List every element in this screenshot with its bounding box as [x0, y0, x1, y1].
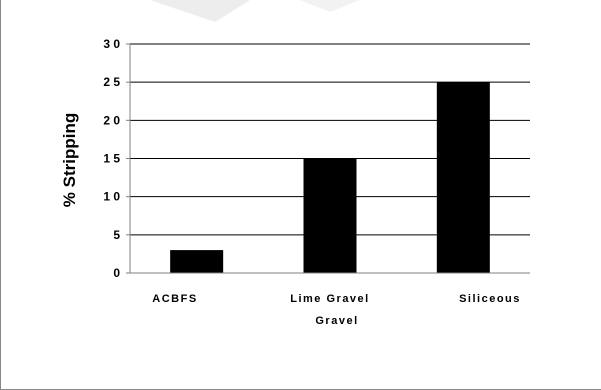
- y-tick-label: 3 0: [103, 37, 120, 51]
- x-tick-label: ACBFS: [152, 293, 197, 305]
- bars: [170, 82, 490, 274]
- y-tick-labels: 0 5 1 0 1 5 2 0 2 5 3 0: [103, 37, 130, 280]
- y-tick-label: 5: [113, 228, 120, 242]
- x-tick-label-extra: Gravel: [315, 315, 358, 327]
- bar-siliceous: [436, 82, 490, 274]
- x-tick-label: Lime Gravel: [290, 293, 369, 305]
- y-axis-label: % Stripping: [60, 113, 79, 207]
- bar-acbfs: [170, 250, 224, 273]
- bar-lime-gravel: [303, 158, 357, 273]
- y-tick-label: 0: [113, 266, 120, 280]
- y-tick-label: 2 0: [103, 113, 120, 127]
- x-tick-label: Siliceous: [459, 293, 521, 305]
- y-tick-label: 1 0: [103, 190, 120, 204]
- y-tick-label: 1 5: [103, 152, 120, 166]
- y-tick-label: 2 5: [103, 75, 120, 89]
- x-tick-labels: Gravel ACBFS Lime Gravel Siliceous: [152, 293, 521, 327]
